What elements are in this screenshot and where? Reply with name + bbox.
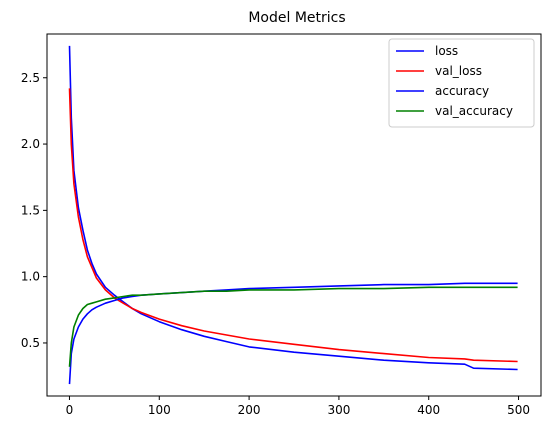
x-tick-label: 500 [507,403,530,417]
y-tick-label: 2.0 [21,137,40,151]
legend-label: val_loss [435,64,482,78]
chart-title: Model Metrics [248,10,345,26]
y-tick-label: 1.5 [21,203,40,217]
plot-area-frame [46,33,542,397]
y-axis: 0.5 1.0 1.5 2.0 2.5 [21,71,47,350]
x-tick-label: 0 [66,403,74,417]
y-tick-label: 1.0 [21,270,40,284]
x-tick-label: 100 [148,403,171,417]
x-axis: 0 100 200 300 400 500 [66,396,530,417]
series-line-loss [68,45,518,371]
y-tick-label: 2.5 [21,71,40,85]
series-layer [68,45,518,385]
series-line-val-loss [68,88,518,363]
legend: loss val_loss accuracy val_accuracy [388,38,535,128]
legend-label: loss [435,44,458,58]
y-tick-label: 0.5 [21,336,40,350]
legend-label: accuracy [435,84,489,98]
x-tick-label: 200 [238,403,261,417]
series-line-accuracy [68,282,518,385]
legend-label: val_accuracy [435,104,513,118]
x-tick-label: 400 [417,403,440,417]
x-tick-label: 300 [327,403,350,417]
series-line-val-accuracy [68,286,518,367]
legend-box [388,38,535,128]
